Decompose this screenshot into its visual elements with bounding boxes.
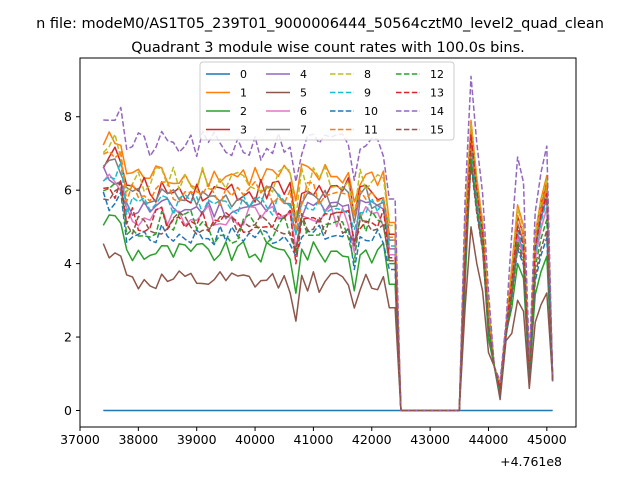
legend-label-9: 9 — [364, 87, 371, 100]
x-offset-label: +4.761e8 — [500, 454, 562, 469]
series-group — [102, 75, 554, 412]
series-line-7 — [102, 138, 554, 412]
y-tick-label: 8 — [64, 109, 72, 124]
legend-label-14: 14 — [430, 105, 444, 118]
x-tick-label: 37000 — [60, 432, 100, 447]
y-tick-label: 4 — [64, 256, 72, 271]
x-axis: 37000 38000 39000 40000 41000 42000 43000 44000… — [60, 427, 567, 447]
legend-label-6: 6 — [300, 105, 307, 118]
plot-frame — [79, 57, 577, 428]
legend-label-2: 2 — [240, 105, 247, 118]
legend-label-13: 13 — [430, 87, 444, 100]
legend-label-3: 3 — [240, 124, 247, 137]
legend-label-4: 4 — [300, 68, 307, 81]
legend-label-7: 7 — [300, 124, 307, 137]
y-tick-label: 2 — [64, 330, 72, 345]
legend-label-11: 11 — [364, 124, 378, 137]
chart-suptitle: n file: modeM0/AS1T05_239T01_9000006444_… — [36, 16, 604, 32]
series-line-13 — [103, 134, 554, 412]
legend-box — [199, 61, 455, 141]
legend-label-8: 8 — [364, 68, 371, 81]
series-line-5 — [102, 226, 554, 412]
x-tick-label: 40000 — [235, 432, 275, 447]
x-tick-label: 43000 — [410, 432, 450, 447]
legend-label-10: 10 — [364, 105, 378, 118]
legend-label-5: 5 — [300, 87, 307, 100]
legend-label-15: 15 — [430, 124, 444, 137]
x-tick-label: 38000 — [118, 432, 158, 447]
x-tick-label: 42000 — [352, 432, 392, 447]
x-tick-label: 41000 — [294, 432, 334, 447]
x-tick-label: 44000 — [469, 432, 509, 447]
legend-label-12: 12 — [430, 68, 444, 81]
x-tick-label: 45000 — [527, 432, 567, 447]
y-tick-label: 0 — [64, 403, 72, 418]
legend-label-0: 0 — [240, 68, 247, 81]
chart-title: Quadrant 3 module wise count rates with … — [131, 40, 525, 56]
series-line-9 — [102, 145, 554, 412]
y-tick-label: 6 — [64, 183, 72, 198]
series-line-8 — [102, 123, 554, 412]
series-line-15 — [103, 163, 554, 412]
y-axis: 0 2 4 6 8 — [64, 109, 80, 418]
series-line-1 — [102, 119, 554, 412]
x-tick-label: 39000 — [177, 432, 217, 447]
legend-label-1: 1 — [240, 87, 247, 100]
